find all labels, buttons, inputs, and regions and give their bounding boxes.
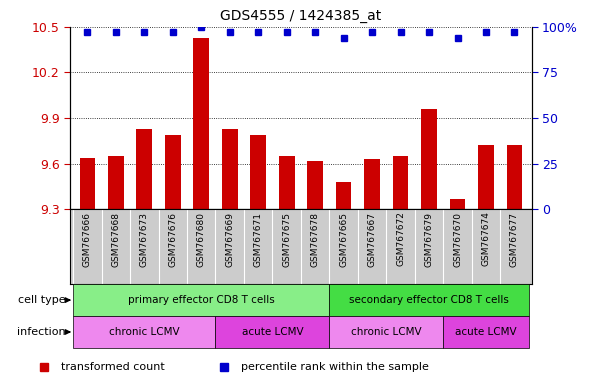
Text: GSM767680: GSM767680 [197,212,206,266]
Bar [393,156,408,209]
Bar [136,129,152,209]
Text: transformed count: transformed count [61,361,165,372]
Bar [73,284,329,316]
Bar [216,316,329,348]
Text: GSM767675: GSM767675 [282,212,291,266]
Bar [108,156,123,209]
Text: primary effector CD8 T cells: primary effector CD8 T cells [128,295,274,305]
Bar [165,135,181,209]
Text: GSM767668: GSM767668 [111,212,120,266]
Bar [251,135,266,209]
Text: acute LCMV: acute LCMV [455,327,517,337]
Bar [364,159,380,209]
Text: GSM767674: GSM767674 [481,212,491,266]
Bar [329,284,529,316]
Text: GSM767666: GSM767666 [83,212,92,266]
Bar [279,156,295,209]
Bar [444,316,529,348]
Bar [79,157,95,209]
Bar [336,182,351,209]
Bar [421,109,437,209]
Text: GSM767676: GSM767676 [168,212,177,266]
Text: GSM767665: GSM767665 [339,212,348,266]
Text: percentile rank within the sample: percentile rank within the sample [241,361,428,372]
Bar [307,161,323,209]
Title: GDS4555 / 1424385_at: GDS4555 / 1424385_at [221,9,381,23]
Text: secondary effector CD8 T cells: secondary effector CD8 T cells [349,295,509,305]
Text: GSM767670: GSM767670 [453,212,462,266]
Text: chronic LCMV: chronic LCMV [109,327,180,337]
Bar [329,316,444,348]
Bar [73,316,216,348]
Bar [507,146,522,209]
Bar [450,199,466,209]
Text: infection: infection [17,327,65,337]
Text: GSM767669: GSM767669 [225,212,234,266]
Text: GSM767672: GSM767672 [396,212,405,266]
Bar [478,146,494,209]
Text: acute LCMV: acute LCMV [241,327,303,337]
Text: GSM767673: GSM767673 [140,212,149,266]
Text: cell type: cell type [18,295,65,305]
Text: chronic LCMV: chronic LCMV [351,327,422,337]
Text: GSM767671: GSM767671 [254,212,263,266]
Bar [222,129,238,209]
Text: GSM767678: GSM767678 [310,212,320,266]
Text: GSM767677: GSM767677 [510,212,519,266]
Text: GSM767667: GSM767667 [368,212,376,266]
Bar [194,38,209,209]
Text: GSM767679: GSM767679 [425,212,434,266]
